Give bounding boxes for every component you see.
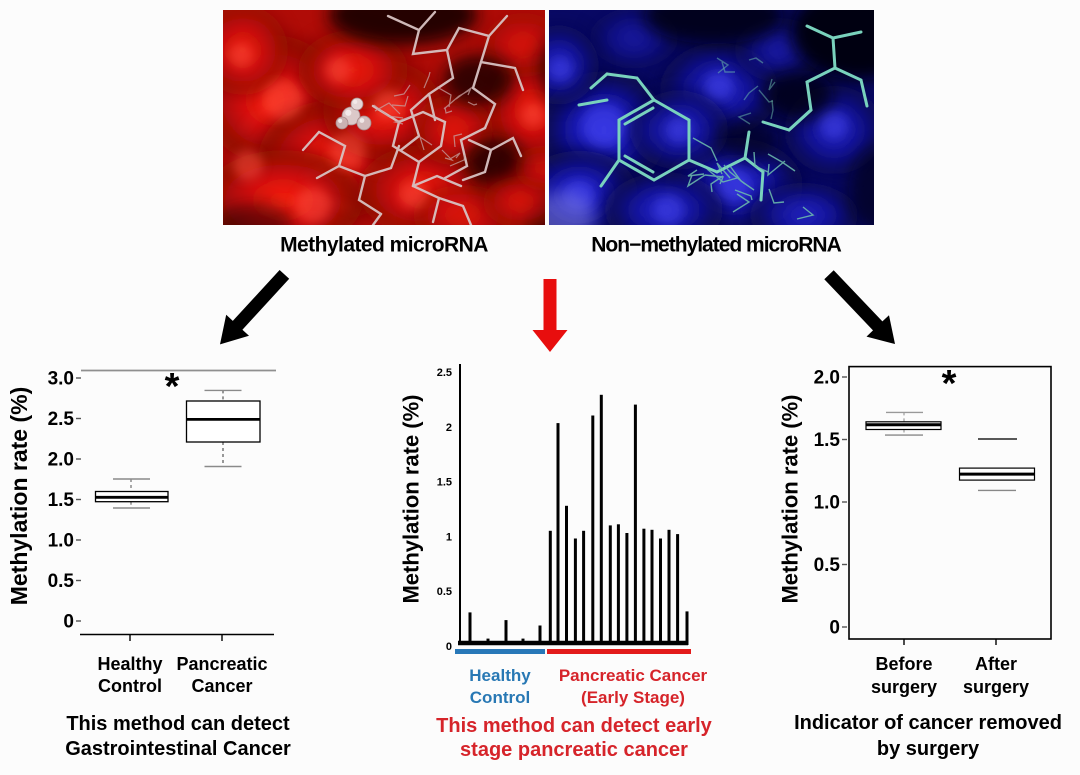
svg-text:0: 0 (829, 618, 840, 639)
svg-text:*: * (942, 363, 957, 405)
svg-text:0: 0 (446, 641, 452, 653)
svg-text:Methylated microRNA: Methylated microRNA (280, 234, 488, 257)
svg-text:2.5: 2.5 (437, 367, 452, 379)
svg-text:Methylation rate (%): Methylation rate (%) (778, 394, 803, 603)
svg-text:3.0: 3.0 (48, 369, 74, 390)
svg-text:Non−methylated microRNA: Non−methylated microRNA (591, 234, 841, 257)
svg-text:*: * (165, 366, 180, 408)
svg-text:surgery: surgery (963, 677, 1029, 697)
svg-text:0: 0 (63, 612, 74, 633)
svg-text:2.0: 2.0 (48, 450, 74, 471)
svg-text:This method can detect: This method can detect (66, 713, 290, 735)
svg-text:Healthy: Healthy (97, 654, 162, 674)
svg-text:1.5: 1.5 (48, 490, 75, 511)
svg-text:1.0: 1.0 (48, 531, 74, 552)
svg-text:Indicator of cancer removed: Indicator of cancer removed (794, 712, 1062, 734)
svg-text:2: 2 (446, 422, 452, 434)
svg-text:1.0: 1.0 (814, 493, 840, 514)
svg-text:Gastrointestinal Cancer: Gastrointestinal Cancer (65, 738, 291, 760)
svg-text:0.5: 0.5 (814, 555, 841, 576)
svg-text:1: 1 (446, 531, 452, 543)
svg-text:Healthy: Healthy (469, 666, 531, 685)
svg-text:0.5: 0.5 (48, 571, 75, 592)
svg-text:Control: Control (98, 676, 162, 696)
svg-text:0.5: 0.5 (437, 586, 452, 598)
svg-text:2.0: 2.0 (814, 368, 840, 389)
svg-text:Before: Before (875, 654, 932, 674)
svg-text:After: After (975, 654, 1017, 674)
svg-text:stage pancreatic cancer: stage pancreatic cancer (460, 739, 688, 761)
svg-text:Control: Control (470, 688, 530, 707)
svg-text:Methylation rate (%): Methylation rate (%) (6, 387, 32, 606)
svg-text:Methylation rate (%): Methylation rate (%) (399, 394, 424, 603)
svg-text:Pancreatic: Pancreatic (176, 654, 267, 674)
svg-text:(Early Stage): (Early Stage) (581, 688, 685, 707)
svg-text:1.5: 1.5 (437, 477, 452, 489)
svg-text:surgery: surgery (871, 677, 937, 697)
svg-text:Cancer: Cancer (191, 676, 252, 696)
svg-text:1.5: 1.5 (814, 430, 841, 451)
svg-text:by surgery: by surgery (877, 738, 980, 760)
svg-text:This method can detect early: This method can detect early (436, 715, 713, 737)
svg-text:2.5: 2.5 (48, 409, 75, 430)
svg-text:Pancreatic Cancer: Pancreatic Cancer (559, 666, 708, 685)
